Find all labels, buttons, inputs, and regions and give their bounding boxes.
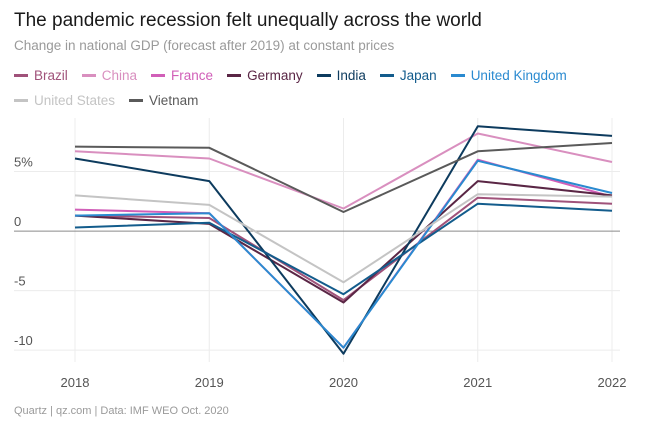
legend-item-japan: Japan bbox=[379, 63, 437, 88]
legend-label: Japan bbox=[399, 68, 437, 83]
series-line-india bbox=[74, 125, 613, 355]
legend-swatch bbox=[81, 74, 96, 77]
chart-subtitle: Change in national GDP (forecast after 2… bbox=[14, 38, 395, 53]
legend-label: Brazil bbox=[34, 68, 68, 83]
y-tick-label: 0 bbox=[14, 214, 21, 229]
legend: Brazil China France Germany India Japan United… bbox=[14, 63, 634, 113]
legend-swatch bbox=[151, 74, 166, 77]
legend-item-germany: Germany bbox=[227, 63, 303, 88]
series-line-japan bbox=[74, 202, 613, 296]
source-note: Quartz | qz.com | Data: IMF WEO Oct. 202… bbox=[14, 405, 229, 417]
legend-swatch bbox=[129, 99, 144, 102]
legend-item-brazil: Brazil bbox=[14, 63, 68, 88]
x-tick-label: 2021 bbox=[463, 375, 492, 390]
chart-title: The pandemic recession felt unequally ac… bbox=[14, 10, 482, 31]
y-tick-label: -5 bbox=[14, 274, 26, 289]
legend-swatch bbox=[316, 74, 331, 77]
series-line-united-states bbox=[74, 193, 613, 284]
series-line-china bbox=[74, 132, 613, 210]
legend-item-france: France bbox=[151, 63, 213, 88]
legend-label: China bbox=[101, 68, 138, 83]
x-tick-label: 2020 bbox=[329, 375, 358, 390]
legend-item-united-states: United States bbox=[14, 88, 115, 113]
x-tick-label: 2022 bbox=[598, 375, 627, 390]
legend-label: India bbox=[336, 68, 366, 83]
legend-item-united-kingdom: United Kingdom bbox=[450, 63, 567, 88]
legend-label: France bbox=[171, 68, 214, 83]
y-tick-label: -10 bbox=[14, 333, 33, 348]
legend-swatch bbox=[227, 74, 242, 77]
series-line-vietnam bbox=[74, 142, 613, 213]
legend-label: Germany bbox=[247, 68, 303, 83]
series-line-germany bbox=[74, 180, 613, 304]
legend-item-china: China bbox=[81, 63, 138, 88]
legend-swatch bbox=[14, 74, 28, 77]
legend-item-india: India bbox=[316, 63, 366, 88]
x-tick-label: 2018 bbox=[61, 375, 90, 390]
legend-label: Vietnam bbox=[149, 93, 199, 108]
series-line-brazil bbox=[74, 196, 613, 302]
legend-swatch bbox=[379, 74, 394, 77]
legend-label: United Kingdom bbox=[470, 68, 567, 83]
legend-label: United States bbox=[34, 93, 116, 108]
y-tick-label: 5% bbox=[14, 155, 33, 170]
legend-swatch bbox=[450, 74, 465, 77]
legend-item-vietnam: Vietnam bbox=[129, 88, 198, 113]
legend-swatch bbox=[14, 99, 28, 102]
x-tick-label: 2019 bbox=[195, 375, 224, 390]
series-line-united-kingdom bbox=[74, 159, 613, 349]
